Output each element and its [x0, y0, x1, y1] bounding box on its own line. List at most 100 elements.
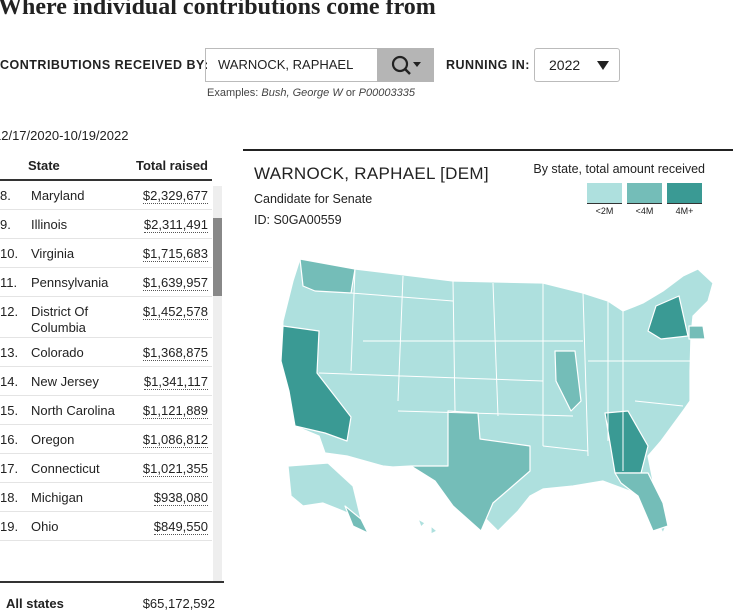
year-select[interactable]: 2022 [534, 48, 620, 82]
date-range: 12/17/2020-10/19/2022 [0, 128, 129, 143]
state-region [647, 295, 689, 340]
rank: 19. [0, 511, 28, 541]
footer-label: All states [6, 596, 64, 611]
scroll-thumb[interactable] [213, 218, 222, 296]
candidate-id: ID: S0GA00559 [254, 213, 342, 227]
year-value: 2022 [549, 57, 581, 73]
table-row: 18. Michigan $938,080 [0, 482, 212, 512]
us-map [280, 258, 714, 535]
amount-cell: $938,080 [120, 482, 212, 512]
rank: 16. [0, 424, 28, 454]
search-button[interactable] [377, 48, 434, 82]
legend-label: <2M [595, 206, 614, 216]
rank: 8. [0, 180, 28, 210]
state-name: Illinois [28, 209, 120, 239]
amount: $849,550 [153, 518, 208, 535]
legend-swatch [667, 183, 702, 204]
amount: $1,452,578 [142, 303, 208, 320]
state-table: State Total raised 8. Maryland $2,329,677 9. I… [0, 152, 223, 541]
rank: 9. [0, 209, 28, 239]
amount: $1,121,889 [142, 402, 208, 419]
state-name: Oregon [28, 424, 120, 454]
table-footer: All states $65,172,592 [0, 581, 224, 615]
dropdown-arrow [597, 61, 609, 70]
column-header: Total raised [120, 152, 212, 181]
amount: $1,021,355 [142, 460, 208, 477]
amount-cell: $2,329,677 [120, 180, 212, 210]
amount-cell: $1,086,812 [120, 424, 212, 454]
table-row: 14. New Jersey $1,341,117 [0, 366, 212, 396]
state-region [604, 410, 649, 474]
examples: Examples: Bush, George W or P00003335 [207, 87, 415, 99]
map-panel: WARNOCK, RAPHAEL [DEM] Candidate for Sen… [243, 149, 733, 615]
legend-swatch [587, 183, 622, 204]
amount-cell: $1,021,355 [120, 453, 212, 483]
candidate-name: WARNOCK, RAPHAEL [DEM] [254, 164, 489, 183]
candidate-input[interactable]: WARNOCK, RAPHAEL [205, 48, 377, 82]
page-title: Where individual contributions come from [0, 0, 436, 20]
table-row: 11. Pennsylvania $1,639,957 [0, 267, 212, 297]
amount-cell: $849,550 [120, 511, 212, 541]
state-name: District Of Columbia [28, 296, 120, 338]
state-name: Pennsylvania [28, 267, 120, 297]
amount: $938,080 [153, 489, 208, 506]
rank: 18. [0, 482, 28, 512]
legend-label: 4M+ [675, 206, 694, 216]
state-name: North Carolina [28, 395, 120, 425]
table-row: 16. Oregon $1,086,812 [0, 424, 212, 454]
state-name: Virginia [28, 238, 120, 268]
office: Candidate for Senate [254, 192, 373, 206]
table-row: 12. District Of Columbia $1,452,578 [0, 296, 212, 338]
rank: 11. [0, 267, 28, 297]
amount: $1,086,812 [142, 431, 208, 448]
table-row: 17. Connecticut $1,021,355 [0, 453, 212, 483]
rank: 10. [0, 238, 28, 268]
state-region [299, 258, 356, 294]
search-label: CONTRIBUTIONS RECEIVED BY: [0, 58, 209, 72]
example-id: P00003335 [358, 87, 415, 99]
amount: $1,715,683 [142, 245, 208, 262]
rank: 13. [0, 337, 28, 367]
examples-label: Examples: [207, 87, 259, 99]
rank: 14. [0, 366, 28, 396]
rank: 15. [0, 395, 28, 425]
state-name: Ohio [28, 511, 120, 541]
state-region [344, 505, 369, 534]
table-row: 19. Ohio $849,550 [0, 511, 212, 541]
amount: $2,311,491 [143, 216, 208, 233]
amount-cell: $1,341,117 [120, 366, 212, 396]
legend-label: <4M [635, 206, 654, 216]
footer-total: $65,172,592 [142, 596, 215, 611]
table: State Total raised 8. Maryland $2,329,677 9. I… [0, 152, 212, 541]
state-region [554, 350, 582, 412]
scrollbar[interactable] [213, 186, 222, 581]
running-label: RUNNING IN: [446, 58, 530, 72]
state-region [410, 410, 531, 532]
table-row: 15. North Carolina $1,121,889 [0, 395, 212, 425]
amount-cell: $1,639,957 [120, 267, 212, 297]
search-icon [391, 55, 421, 75]
table-row: 10. Virginia $1,715,683 [0, 238, 212, 268]
state-region [417, 518, 438, 535]
state-name: Colorado [28, 337, 120, 367]
amount: $1,639,957 [142, 274, 208, 291]
state-region [614, 472, 669, 532]
state-name: Maryland [28, 180, 120, 210]
state-region [287, 462, 362, 520]
legend-swatch [627, 183, 662, 204]
table-row: 9. Illinois $2,311,491 [0, 209, 212, 239]
amount: $1,341,117 [143, 373, 208, 390]
legend-title: By state, total amount received [533, 162, 705, 176]
state-borders [318, 268, 690, 471]
state-name: Michigan [28, 482, 120, 512]
state-name: Connecticut [28, 453, 120, 483]
rank: 12. [0, 296, 28, 338]
column-header: State [28, 152, 120, 181]
amount-cell: $2,311,491 [120, 209, 212, 239]
amount-cell: $1,452,578 [120, 296, 212, 338]
amount-cell: $1,121,889 [120, 395, 212, 425]
table-row: 13. Colorado $1,368,875 [0, 337, 212, 367]
amount: $2,329,677 [142, 188, 208, 204]
rank: 17. [0, 453, 28, 483]
state-region [688, 325, 706, 340]
